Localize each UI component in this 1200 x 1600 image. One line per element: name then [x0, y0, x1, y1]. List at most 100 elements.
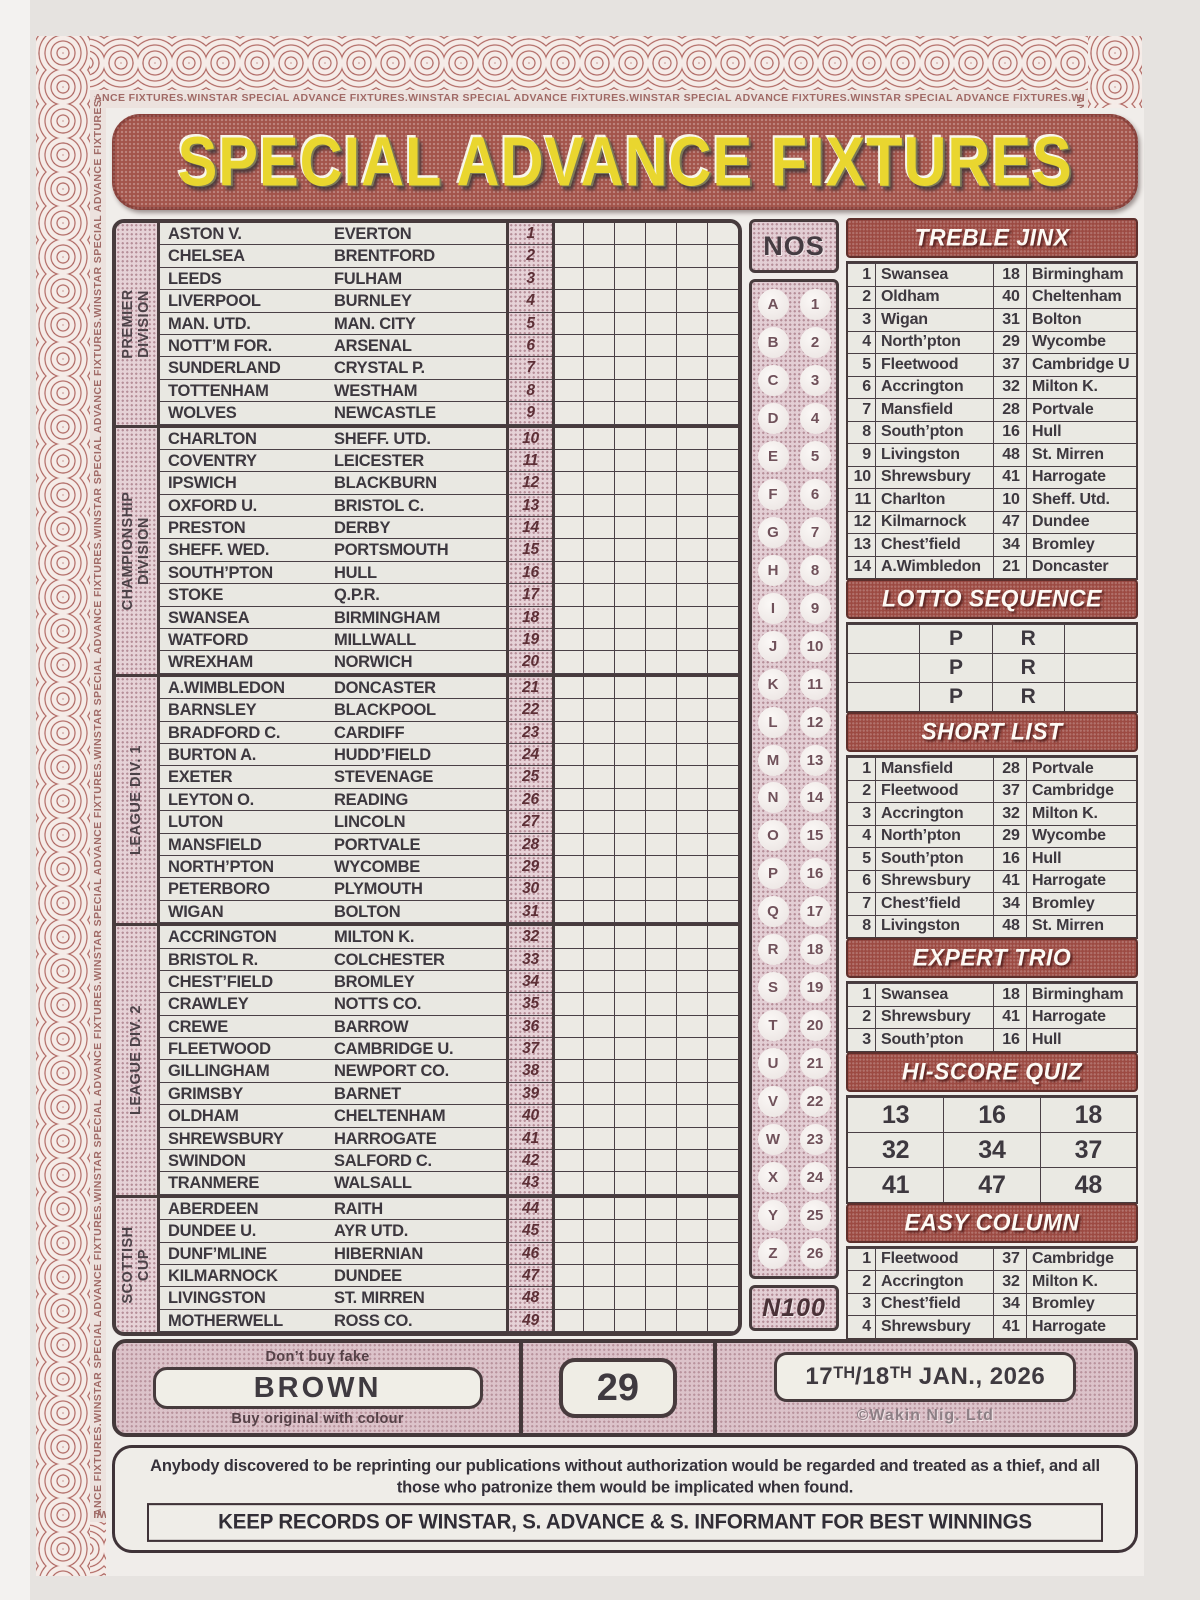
away-team: ST. MIRREN — [326, 1287, 506, 1310]
mark-cell — [614, 948, 645, 971]
fixture-number: 12 — [506, 472, 552, 495]
week-number: 29 — [558, 1358, 677, 1418]
mark-cell — [614, 766, 645, 789]
border-microtext-left: ANCE FIXTURES.WINSTAR SPECIAL ADVANCE FI… — [92, 96, 104, 1516]
away-team: Doncaster — [1026, 556, 1136, 578]
number-stamp: 7 — [799, 516, 831, 548]
mark-cell — [552, 1309, 583, 1333]
mark-cell — [552, 900, 583, 924]
away-team: SALFORD C. — [326, 1150, 506, 1173]
mark-cell — [614, 561, 645, 585]
table-row: 6 Shrewsbury 41 Harrogate — [848, 869, 1136, 892]
mark-cell — [552, 1264, 583, 1288]
table-row: 11 Charlton 10 Sheff. Utd. — [848, 488, 1136, 511]
mark-cell — [583, 357, 614, 380]
letter-row: U 21 — [752, 1047, 836, 1079]
home-team: LIVINGSTON — [160, 1287, 326, 1310]
mark-cell — [552, 676, 583, 700]
number-stamp: 26 — [799, 1237, 831, 1269]
quiz-number: 32 — [881, 1135, 910, 1164]
mark-cell — [707, 970, 738, 994]
away-team: HIBERNIAN — [326, 1243, 506, 1265]
mark-cell — [645, 1105, 676, 1128]
table-row: P R — [848, 624, 1136, 653]
quiz-number: 41 — [881, 1170, 910, 1199]
mark-cell — [707, 1150, 738, 1173]
mark-cell — [583, 1082, 614, 1106]
home-team: Shrewsbury — [875, 870, 993, 892]
letter-row: C 3 — [752, 365, 836, 397]
mark-cell — [583, 900, 614, 924]
mark-cell — [676, 267, 707, 291]
mark-cell — [614, 651, 645, 674]
letter-stamp: O — [757, 820, 789, 852]
mark-cell — [614, 290, 645, 313]
letter-row: N 14 — [752, 782, 836, 814]
mark-cell — [707, 584, 738, 607]
table-row: 5 Fleetwood 37 Cambridge U — [848, 353, 1136, 376]
mark-cell — [676, 357, 707, 380]
mark-cell — [645, 788, 676, 812]
row-number: 2 — [862, 782, 871, 799]
fixture-ref: 47 — [993, 511, 1026, 533]
mark-cell — [583, 1220, 614, 1243]
treble-jinx-table: 1 Swansea 18 Birmingham 2 Oldham 40 — [846, 261, 1138, 580]
table-row: 4 North’pton 29 Wycombe — [848, 330, 1136, 353]
mark-cell — [676, 676, 707, 700]
mark-cell — [707, 878, 738, 901]
fixture-row: BARNSLEY BLACKPOOL 22 — [160, 699, 738, 722]
away-team: Portvale — [1026, 758, 1136, 780]
mark-cell — [552, 1242, 583, 1265]
home-team: LEEDS — [160, 268, 326, 291]
fixture-row: SWINDON SALFORD C. 42 — [160, 1150, 738, 1173]
away-team: ARSENAL — [326, 335, 506, 358]
letter-stamp: J — [757, 630, 789, 662]
mark-cell — [614, 970, 645, 994]
fixture-number: 33 — [506, 948, 552, 971]
mark-cell — [645, 629, 676, 652]
mark-cell — [676, 472, 707, 495]
section-header: EASY COLUMN — [846, 1202, 1138, 1243]
coupon-content: SPECIAL ADVANCE FIXTURES PREMIER DIVISIO… — [106, 108, 1144, 1576]
mark-cell — [552, 811, 583, 834]
mark-cell — [676, 1309, 707, 1333]
mark-cell — [614, 788, 645, 812]
row-number: 2 — [862, 1272, 871, 1290]
letter-row: D 4 — [752, 403, 836, 435]
away-team: DUNDEE — [326, 1265, 506, 1288]
number-stamp: 24 — [799, 1161, 831, 1193]
fixture-ref: 18 — [993, 984, 1026, 1006]
home-team: BURTON A. — [160, 744, 326, 767]
mark-cell — [676, 651, 707, 674]
home-team: COVENTRY — [160, 450, 326, 473]
mark-cell — [614, 334, 645, 358]
mark-cell — [707, 651, 738, 674]
away-team: WALSALL — [326, 1172, 506, 1195]
fixture-row: TOTTENHAM WESTHAM 8 — [160, 379, 738, 403]
mark-cell — [583, 539, 614, 562]
section-header: LOTTO SEQUENCE — [846, 579, 1138, 619]
number-stamp: 23 — [799, 1123, 831, 1155]
home-team: ACCRINGTON — [160, 926, 326, 949]
fixture-row: LEYTON O. READING 26 — [160, 788, 738, 812]
home-team: Mansfield — [875, 399, 993, 421]
fixture-number: 22 — [506, 699, 552, 722]
home-team: WREXHAM — [160, 651, 326, 674]
home-team: DUNF’MLINE — [160, 1243, 326, 1265]
mark-cell — [707, 334, 738, 358]
mark-cell — [614, 1127, 645, 1151]
mark-cell — [614, 900, 645, 924]
home-team: Chest’field — [875, 1293, 993, 1315]
quiz-number: 16 — [943, 1097, 1039, 1132]
mark-cell — [707, 721, 738, 744]
table-row: 1 Mansfield 28 Portvale — [848, 757, 1136, 780]
letter-stamp: D — [757, 403, 789, 435]
home-team: DUNDEE U. — [160, 1220, 326, 1243]
hi-score-quiz-section: HI-SCORE QUIZ 13 16 18 — [846, 1051, 1138, 1204]
home-team: LUTON — [160, 811, 326, 834]
mark-cell — [707, 561, 738, 585]
table-row: 4 North’pton 29 Wycombe — [848, 824, 1136, 847]
mark-cell — [676, 1015, 707, 1039]
fixture-row: SOUTH’PTON HULL 16 — [160, 561, 738, 585]
letter-stamp: W — [757, 1123, 789, 1155]
